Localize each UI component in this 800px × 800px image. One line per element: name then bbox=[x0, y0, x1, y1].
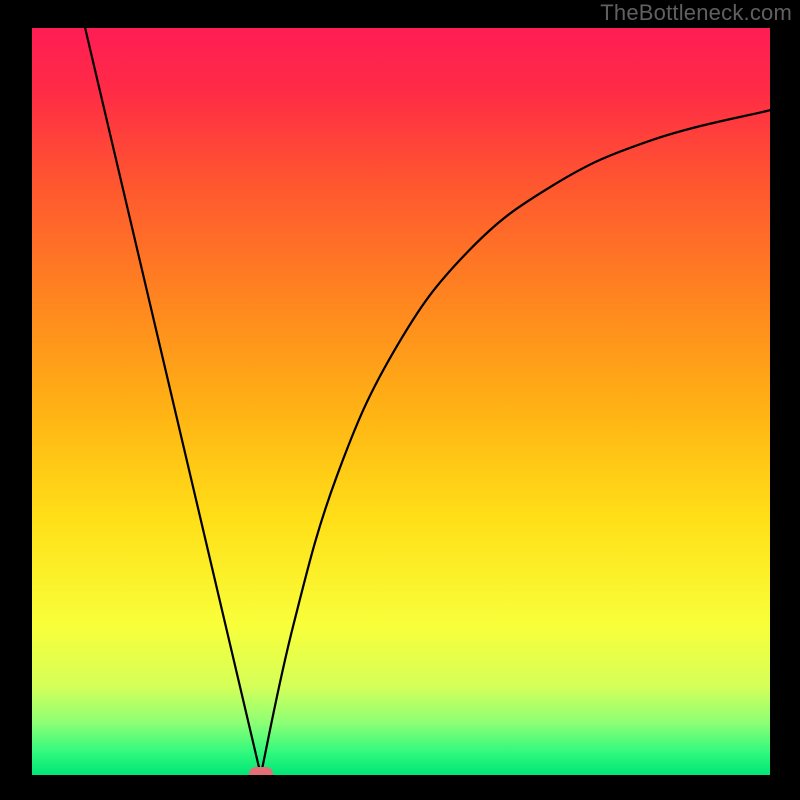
bottleneck-curve bbox=[85, 28, 770, 775]
vertex-marker bbox=[249, 767, 273, 776]
plot-area bbox=[32, 28, 770, 775]
watermark-text: TheBottleneck.com bbox=[600, 0, 792, 26]
curve-svg bbox=[32, 28, 770, 775]
chart-container: { "watermark": { "text": "TheBottleneck.… bbox=[0, 0, 800, 800]
